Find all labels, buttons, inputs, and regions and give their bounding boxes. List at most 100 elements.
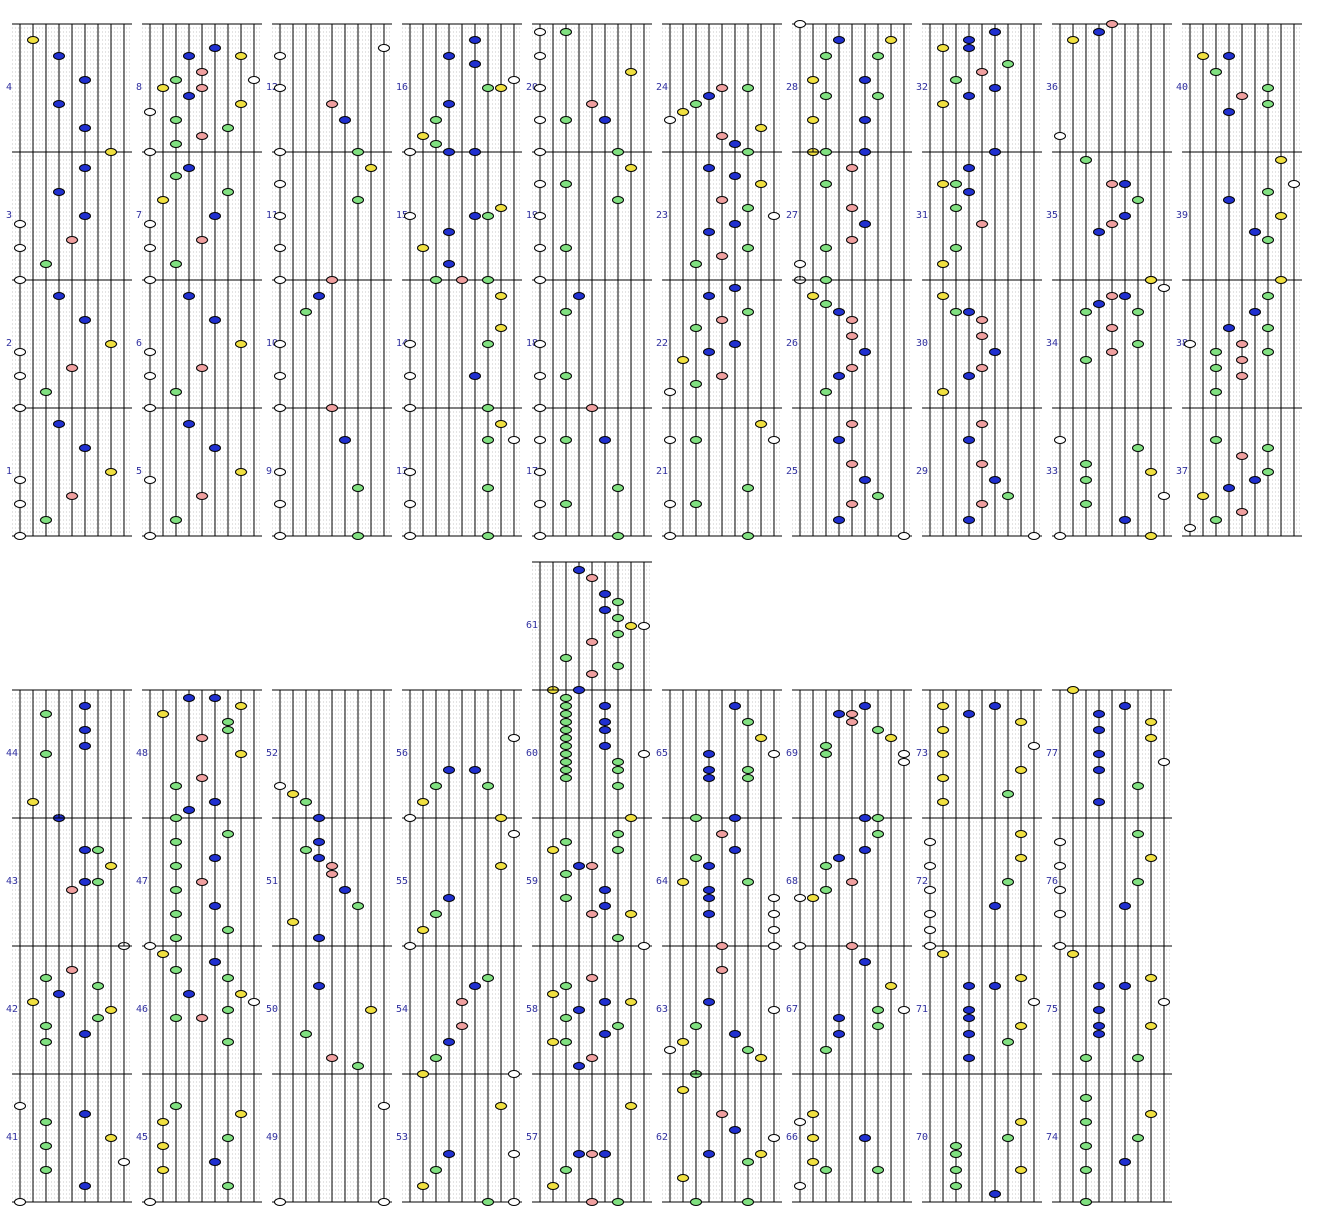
note: [950, 1182, 962, 1190]
note: [287, 918, 299, 926]
measure-number: 68: [786, 876, 798, 887]
note: [235, 100, 247, 108]
note: [53, 188, 65, 196]
note: [703, 292, 715, 300]
note: [79, 1182, 91, 1190]
note: [1106, 20, 1118, 28]
note: [729, 172, 741, 180]
note: [963, 1054, 975, 1062]
measure-number: 18: [526, 338, 538, 349]
note: [144, 244, 156, 252]
note: [794, 942, 806, 950]
note: [40, 260, 52, 268]
note: [430, 116, 442, 124]
note: [924, 942, 936, 950]
note: [560, 894, 572, 902]
note: [755, 1054, 767, 1062]
note: [456, 998, 468, 1006]
note: [612, 532, 624, 540]
note: [924, 886, 936, 894]
note: [664, 1046, 676, 1054]
note: [443, 148, 455, 156]
note: [14, 1198, 26, 1206]
measure-number: 60: [526, 748, 538, 759]
note: [599, 902, 611, 910]
note: [1093, 1030, 1105, 1038]
note: [690, 436, 702, 444]
note: [1249, 476, 1261, 484]
measure-number: 43: [6, 876, 18, 887]
note: [1262, 468, 1274, 476]
note: [417, 798, 429, 806]
note: [716, 942, 728, 950]
note: [1197, 52, 1209, 60]
note: [716, 132, 728, 140]
note: [625, 998, 637, 1006]
measure-number: 57: [526, 1132, 538, 1143]
note: [274, 276, 286, 284]
measure-number: 30: [916, 338, 928, 349]
note: [40, 1142, 52, 1150]
note: [352, 1062, 364, 1070]
note: [534, 532, 546, 540]
note: [456, 276, 468, 284]
note: [1210, 348, 1222, 356]
note: [950, 1166, 962, 1174]
note: [79, 164, 91, 172]
note: [430, 140, 442, 148]
note: [560, 750, 572, 758]
note: [664, 388, 676, 396]
note: [1158, 998, 1170, 1006]
note: [313, 838, 325, 846]
note: [430, 910, 442, 918]
note: [1249, 308, 1261, 316]
note: [833, 36, 845, 44]
note: [1080, 500, 1092, 508]
note: [183, 292, 195, 300]
note: [703, 1150, 715, 1158]
note: [976, 460, 988, 468]
note: [469, 982, 481, 990]
note: [924, 838, 936, 846]
note: [989, 476, 1001, 484]
note: [170, 838, 182, 846]
note: [963, 372, 975, 380]
note: [846, 420, 858, 428]
measure-number: 74: [1046, 1132, 1058, 1143]
note: [274, 468, 286, 476]
note: [937, 44, 949, 52]
note: [456, 1022, 468, 1030]
note: [105, 148, 117, 156]
note: [209, 958, 221, 966]
note: [703, 910, 715, 918]
note: [1262, 444, 1274, 452]
note: [690, 100, 702, 108]
measure-number: 38: [1176, 338, 1188, 349]
measure-number: 8: [136, 82, 142, 93]
measure-number: 20: [526, 82, 538, 93]
note: [209, 694, 221, 702]
note: [1145, 532, 1157, 540]
note: [235, 52, 247, 60]
note: [1275, 212, 1287, 220]
note: [79, 1110, 91, 1118]
measure-number: 54: [396, 1004, 408, 1015]
note: [235, 468, 247, 476]
note: [599, 1030, 611, 1038]
note: [53, 100, 65, 108]
note: [144, 276, 156, 284]
note: [404, 468, 416, 476]
note: [430, 276, 442, 284]
note: [1119, 902, 1131, 910]
note: [976, 68, 988, 76]
note: [14, 476, 26, 484]
note: [404, 942, 416, 950]
note: [963, 516, 975, 524]
note: [820, 742, 832, 750]
note: [820, 886, 832, 894]
note: [976, 364, 988, 372]
measure-number: 75: [1046, 1004, 1058, 1015]
note: [794, 1118, 806, 1126]
note: [118, 1158, 130, 1166]
note: [534, 276, 546, 284]
